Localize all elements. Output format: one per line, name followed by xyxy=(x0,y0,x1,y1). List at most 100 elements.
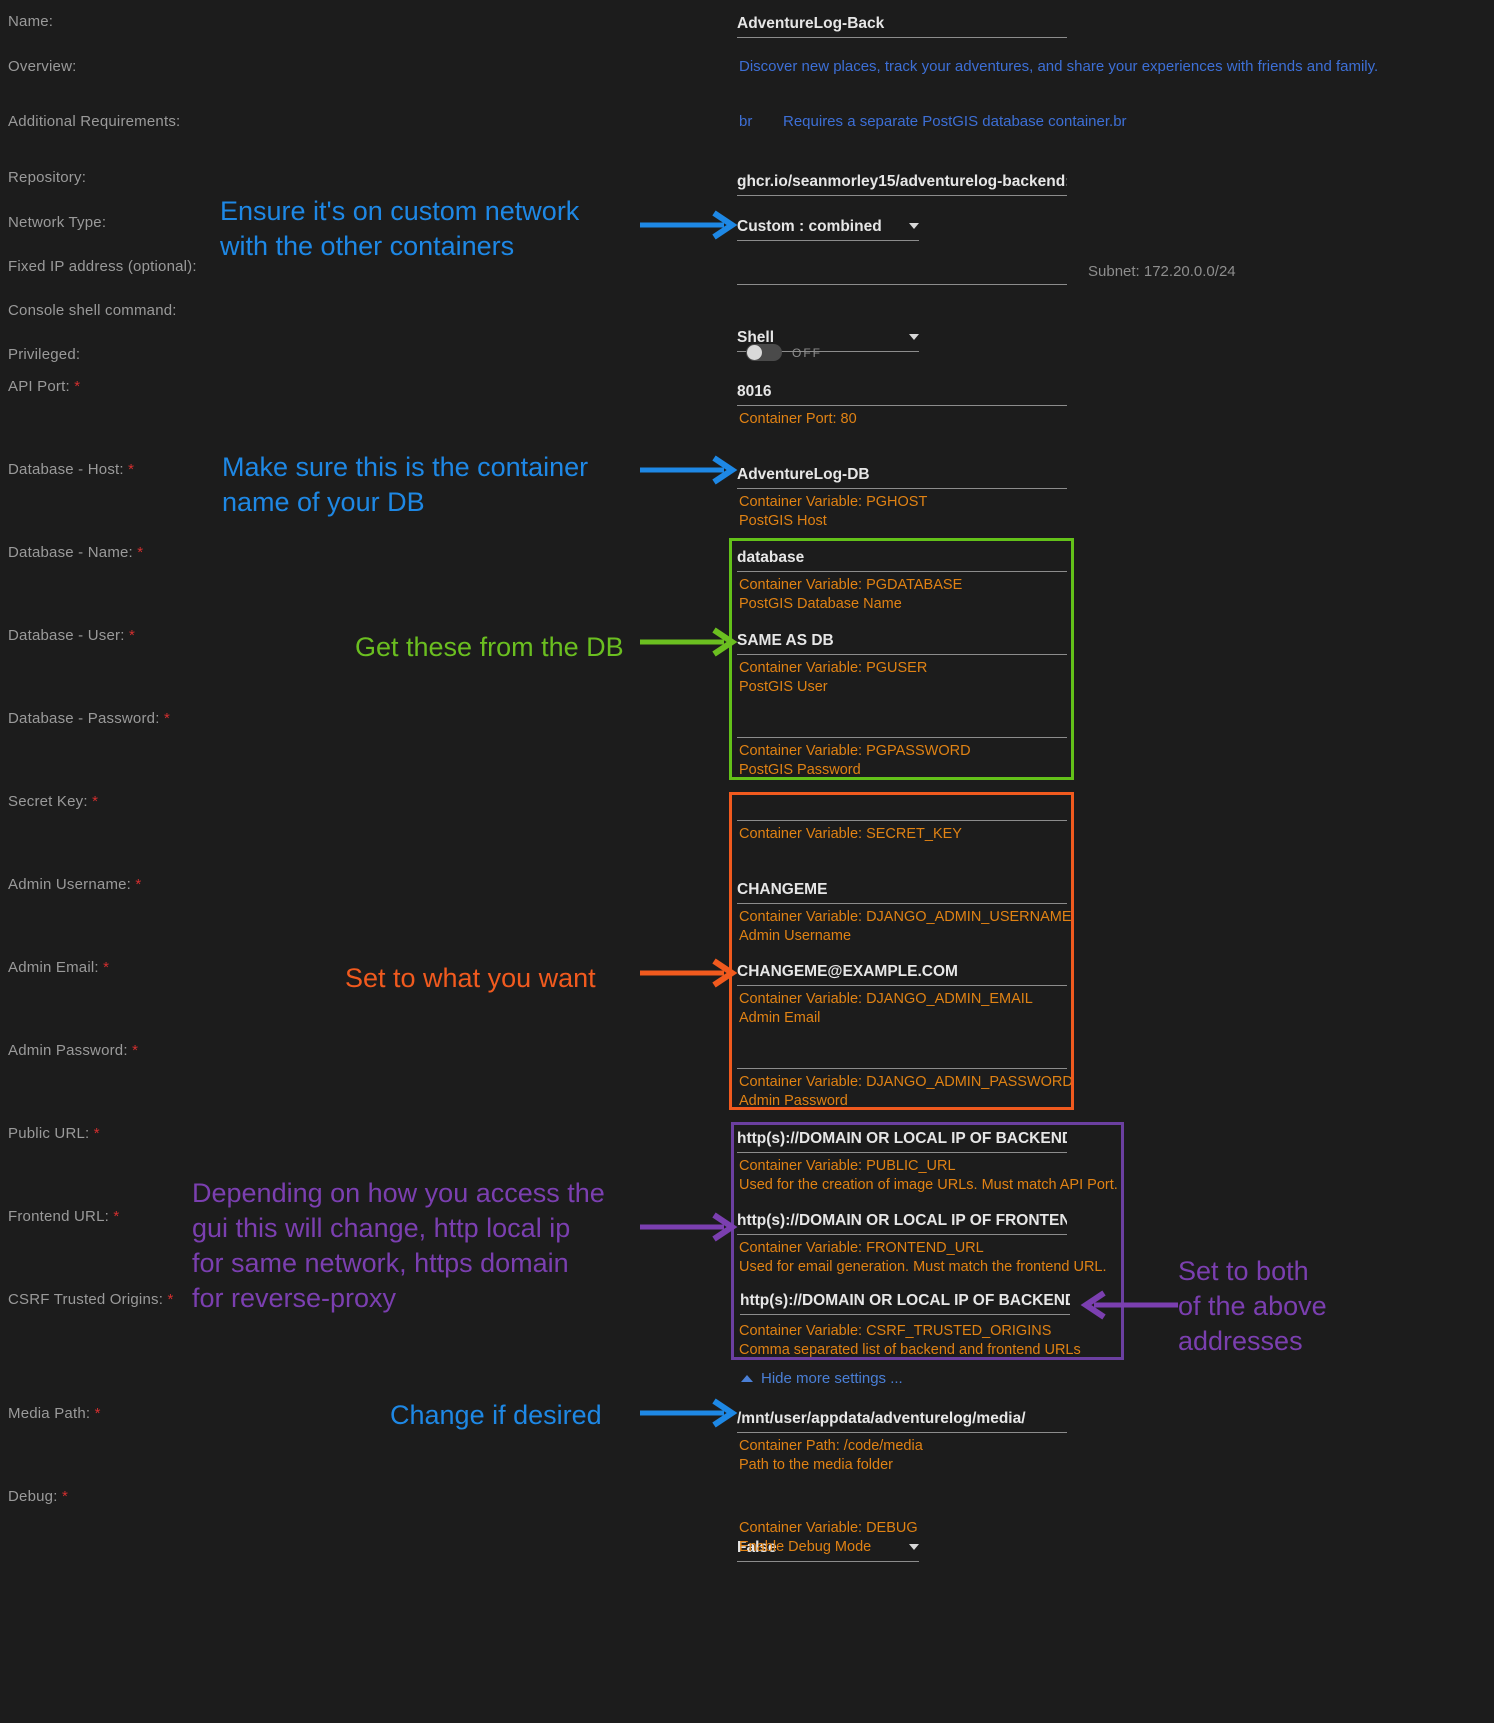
network-type-select[interactable]: Custom : combined xyxy=(737,218,919,241)
media-path-underline xyxy=(737,1432,1067,1433)
database-name-field[interactable]: database xyxy=(737,549,1067,572)
secret-key-input[interactable] xyxy=(737,798,1067,820)
repository-underline xyxy=(737,195,1067,196)
public-url-desc-hint: Used for the creation of image URLs. Mus… xyxy=(739,1177,1118,1193)
hide-more-settings-link[interactable]: Hide more settings ... xyxy=(741,1370,903,1387)
database-password-input[interactable] xyxy=(737,715,1067,737)
label-fixed-ip: Fixed IP address (optional): xyxy=(8,258,197,275)
label-media-path: Media Path: * xyxy=(8,1405,101,1422)
repository-field[interactable]: ghcr.io/seanmorley15/adventurelog-backen… xyxy=(737,173,1067,196)
label-frontend-url: Frontend URL: * xyxy=(8,1208,120,1225)
annotation-csrf: Set to both of the above addresses xyxy=(1178,1256,1327,1356)
chevron-down-icon[interactable] xyxy=(909,223,919,229)
admin-username-field[interactable]: CHANGEME xyxy=(737,881,1067,904)
label-repository: Repository: xyxy=(8,169,87,186)
chevron-down-icon[interactable] xyxy=(909,334,919,340)
database-user-desc-hint: PostGIS User xyxy=(739,679,828,695)
csrf-variable-hint: Container Variable: CSRF_TRUSTED_ORIGINS xyxy=(739,1323,1052,1339)
chevron-down-icon[interactable] xyxy=(909,1544,919,1550)
api-port-field[interactable]: 8016 xyxy=(737,383,1067,406)
admin-password-field[interactable] xyxy=(737,1046,1067,1069)
repository-input[interactable]: ghcr.io/seanmorley15/adventurelog-backen… xyxy=(737,173,1067,190)
arrow-csrf-icon xyxy=(1080,1290,1178,1320)
label-csrf-trusted-origins: CSRF Trusted Origins: * xyxy=(8,1291,174,1308)
csrf-trusted-origins-field[interactable]: http(s)://DOMAIN OR LOCAL IP OF BACKEND.… xyxy=(740,1292,1070,1315)
label-name: Name: xyxy=(8,13,54,30)
console-shell-select[interactable]: Shell xyxy=(737,329,919,352)
csrf-desc-hint: Comma separated list of backend and fron… xyxy=(739,1342,1081,1358)
database-host-underline xyxy=(737,488,1067,489)
additional-requirements-text: Requires a separate PostGIS database con… xyxy=(783,113,1127,130)
label-admin-email: Admin Email: * xyxy=(8,959,110,976)
media-path-input[interactable]: /mnt/user/appdata/adventurelog/media/ xyxy=(737,1410,1026,1427)
database-user-field[interactable]: SAME AS DB xyxy=(737,632,1067,655)
database-host-variable-hint: Container Variable: PGHOST xyxy=(739,494,928,510)
network-type-underline xyxy=(737,240,919,241)
database-name-input[interactable]: database xyxy=(737,549,805,566)
debug-select[interactable]: False xyxy=(737,1539,919,1562)
name-underline xyxy=(737,37,1067,38)
console-shell-underline xyxy=(737,351,919,352)
admin-password-input[interactable] xyxy=(737,1046,1067,1068)
frontend-url-field[interactable]: http(s)://DOMAIN OR LOCAL IP OF FRONTEND xyxy=(737,1212,1067,1235)
admin-username-desc-hint: Admin Username xyxy=(739,928,852,944)
label-network-type: Network Type: xyxy=(8,214,107,231)
frontend-url-underline xyxy=(737,1234,1067,1235)
admin-email-variable-hint: Container Variable: DJANGO_ADMIN_EMAIL xyxy=(739,991,1033,1007)
network-type-value[interactable]: Custom : combined xyxy=(737,218,882,235)
database-host-field[interactable]: AdventureLog-DB xyxy=(737,466,1067,489)
database-password-field[interactable] xyxy=(737,715,1067,738)
debug-value[interactable]: False xyxy=(737,1539,777,1556)
label-admin-password: Admin Password: * xyxy=(8,1042,139,1059)
label-database-name: Database - Name: * xyxy=(8,544,144,561)
privileged-state-label: OFF xyxy=(792,345,822,360)
frontend-url-desc-hint: Used for email generation. Must match th… xyxy=(739,1259,1107,1275)
frontend-url-input[interactable]: http(s)://DOMAIN OR LOCAL IP OF FRONTEND xyxy=(737,1212,1067,1229)
console-shell-value[interactable]: Shell xyxy=(737,329,775,346)
toggle-track[interactable] xyxy=(746,344,782,361)
secret-key-underline xyxy=(737,820,1067,821)
hide-more-settings-label: Hide more settings ... xyxy=(761,1370,903,1387)
arrow-network-icon xyxy=(640,210,738,240)
fixed-ip-input[interactable] xyxy=(737,262,1067,284)
label-overview: Overview: xyxy=(8,58,77,75)
api-port-underline xyxy=(737,405,1067,406)
chevron-up-icon[interactable] xyxy=(741,1375,753,1382)
api-port-input[interactable]: 8016 xyxy=(737,383,772,400)
database-name-variable-hint: Container Variable: PGDATABASE xyxy=(739,577,963,593)
overview-text: Discover new places, track your adventur… xyxy=(739,58,1379,75)
admin-email-field[interactable]: CHANGEME@EXAMPLE.COM xyxy=(737,963,1067,986)
database-password-underline xyxy=(737,737,1067,738)
toggle-knob[interactable] xyxy=(747,345,762,360)
database-host-input[interactable]: AdventureLog-DB xyxy=(737,466,870,483)
admin-username-variable-hint: Container Variable: DJANGO_ADMIN_USERNAM… xyxy=(739,909,1072,925)
database-password-variable-hint: Container Variable: PGPASSWORD xyxy=(739,743,971,759)
label-console-shell-command: Console shell command: xyxy=(8,302,177,319)
admin-email-underline xyxy=(737,985,1067,986)
debug-variable-hint: Container Variable: DEBUG xyxy=(739,1520,918,1536)
database-user-variable-hint: Container Variable: PGUSER xyxy=(739,660,928,676)
media-path-field[interactable]: /mnt/user/appdata/adventurelog/media/ xyxy=(737,1410,1067,1433)
media-path-variable-hint: Container Path: /code/media xyxy=(739,1438,923,1454)
database-password-desc-hint: PostGIS Password xyxy=(739,762,861,778)
fixed-ip-field[interactable] xyxy=(737,262,1067,285)
label-admin-username: Admin Username: * xyxy=(8,876,142,893)
csrf-trusted-origins-input[interactable]: http(s)://DOMAIN OR LOCAL IP OF BACKEND.… xyxy=(740,1292,1070,1309)
admin-email-input[interactable]: CHANGEME@EXAMPLE.COM xyxy=(737,963,958,980)
label-secret-key: Secret Key: * xyxy=(8,793,99,810)
label-api-port: API Port: * xyxy=(8,378,81,395)
arrow-urls-icon xyxy=(640,1212,738,1242)
name-input[interactable]: AdventureLog-Back xyxy=(737,15,885,32)
annotation-db-credentials: Get these from the DB xyxy=(355,632,624,662)
public-url-input[interactable]: http(s)://DOMAIN OR LOCAL IP OF BACKEND xyxy=(737,1130,1067,1147)
privileged-toggle[interactable]: OFF xyxy=(746,344,822,361)
name-field[interactable]: AdventureLog-Back xyxy=(737,15,1067,38)
frontend-url-variable-hint: Container Variable: FRONTEND_URL xyxy=(739,1240,984,1256)
admin-username-input[interactable]: CHANGEME xyxy=(737,881,828,898)
secret-key-field[interactable] xyxy=(737,798,1067,821)
secret-key-variable-hint: Container Variable: SECRET_KEY xyxy=(739,826,962,842)
public-url-field[interactable]: http(s)://DOMAIN OR LOCAL IP OF BACKEND xyxy=(737,1130,1067,1153)
annotation-network: Ensure it's on custom network with the o… xyxy=(220,196,580,261)
database-user-input[interactable]: SAME AS DB xyxy=(737,632,834,649)
